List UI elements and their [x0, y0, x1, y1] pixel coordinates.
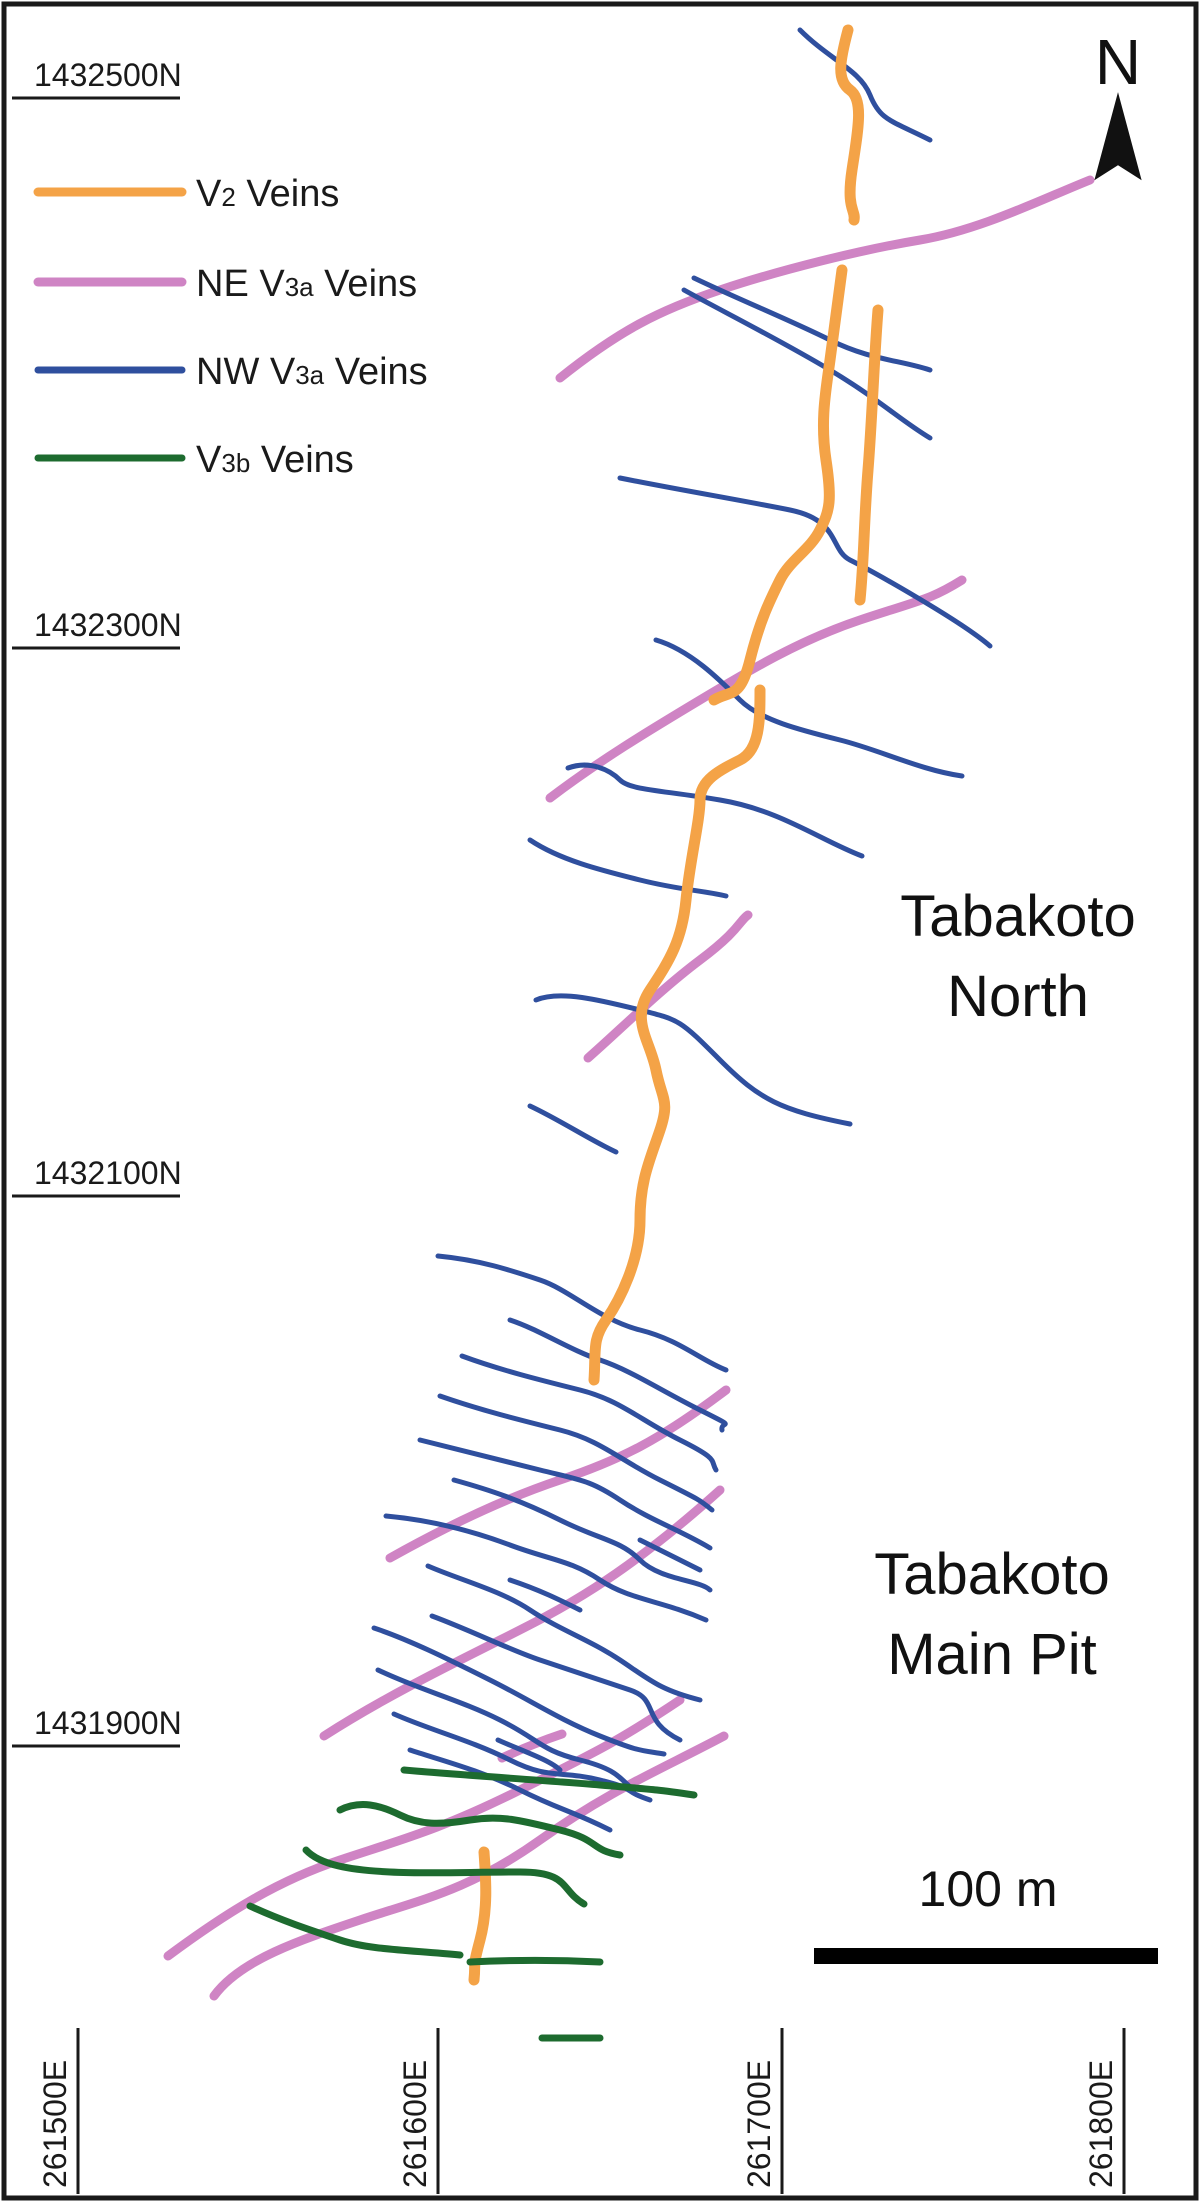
region-main-pit-line1: Tabakoto: [874, 1542, 1109, 1607]
nw-v3a-vein: [371, 1625, 667, 1757]
nw-v3a-vein: [533, 993, 853, 1127]
nw-v3a-vein: [375, 1667, 637, 1793]
legend-label-v2: V2 Veins: [196, 173, 339, 215]
nw-v3a-vein: [383, 1513, 709, 1623]
legend-label-v3b: V3b Veins: [196, 439, 354, 481]
region-north-line2: North: [947, 964, 1089, 1029]
nw-v3a-vein: [565, 762, 865, 859]
v2-vein: [588, 684, 766, 1386]
northing-label-4: 1431900N: [34, 1705, 182, 1741]
scale-label: 100 m: [919, 1861, 1058, 1917]
easting-label-2: 261600E: [397, 2060, 433, 2188]
easting-label-1: 261500E: [37, 2060, 73, 2188]
ne-v3a-vein: [545, 575, 967, 803]
nw-v3a-vein: [617, 475, 993, 649]
v3b-veins: [246, 1766, 698, 2042]
v2-vein: [854, 304, 884, 606]
legend-item-ne-v3a: NE V3a Veins: [33, 263, 417, 305]
legend-item-v3b: V3b Veins: [34, 439, 354, 481]
nw-v3a-vein: [459, 1353, 719, 1473]
legend-item-v2: V2 Veins: [33, 173, 339, 215]
easting-label-4: 261800E: [1083, 2060, 1119, 2188]
nw-v3a-vein: [417, 1437, 713, 1551]
region-north-line1: Tabakoto: [900, 884, 1135, 949]
nw-v3a-vein: [507, 1317, 728, 1433]
nw-v3a-vein: [429, 1613, 683, 1743]
ne-v3a-veins: [163, 175, 1095, 2001]
northing-label-1: 1432500N: [34, 57, 182, 93]
north-arrow-icon: [1094, 92, 1142, 181]
legend-label-ne-v3a: NE V3a Veins: [196, 263, 417, 305]
ne-v3a-vein: [209, 1731, 729, 2001]
north-arrow: N: [1094, 26, 1142, 181]
nw-v3a-vein: [437, 1393, 715, 1513]
northing-label-3: 1432100N: [34, 1155, 182, 1191]
legend: V2 Veins NE V3a Veins NW V3a Veins V3b V…: [33, 173, 428, 481]
scale-bar-line: [814, 1948, 1158, 1964]
nw-v3a-vein: [425, 1563, 703, 1703]
region-label-tabakoto-main-pit: Tabakoto Main Pit: [874, 1542, 1109, 1687]
region-main-pit-line2: Main Pit: [887, 1622, 1097, 1687]
v3b-vein: [336, 1801, 624, 1859]
nw-v3a-vein: [797, 27, 933, 143]
v3b-vein: [466, 1957, 604, 1966]
v3b-vein: [302, 1846, 588, 1908]
region-label-tabakoto-north: Tabakoto North: [900, 884, 1135, 1029]
northing-label-2: 1432300N: [34, 607, 182, 643]
nw-v3a-vein: [527, 1103, 619, 1155]
v2-vein: [835, 24, 864, 226]
north-label: N: [1095, 26, 1141, 98]
ne-v3a-vein: [163, 1695, 685, 1961]
ne-v3a-vein: [555, 175, 1095, 383]
scale-bar: 100 m: [814, 1861, 1158, 1964]
legend-item-nw-v3a: NW V3a Veins: [34, 351, 428, 393]
v3b-vein: [400, 1766, 698, 1799]
nw-v3a-vein: [653, 637, 965, 779]
nw-v3a-vein: [435, 1253, 729, 1373]
nw-v3a-vein: [451, 1477, 713, 1593]
nw-v3a-vein: [637, 1537, 703, 1573]
nw-v3a-vein: [407, 1747, 613, 1833]
v3b-vein: [246, 1902, 464, 1959]
legend-label-nw-v3a: NW V3a Veins: [196, 351, 428, 393]
northing-ticks: [12, 96, 180, 1748]
ne-v3a-vein: [319, 1485, 725, 1741]
ne-v3a-vein: [385, 1385, 731, 1563]
nw-v3a-vein: [527, 837, 729, 899]
nw-v3a-vein: [495, 1737, 563, 1773]
nw-v3a-vein: [507, 1577, 583, 1613]
ne-v3a-vein: [583, 910, 753, 1063]
easting-label-3: 261700E: [741, 2060, 777, 2188]
easting-ticks: [76, 2028, 1126, 2194]
v2-vein: [708, 264, 848, 706]
